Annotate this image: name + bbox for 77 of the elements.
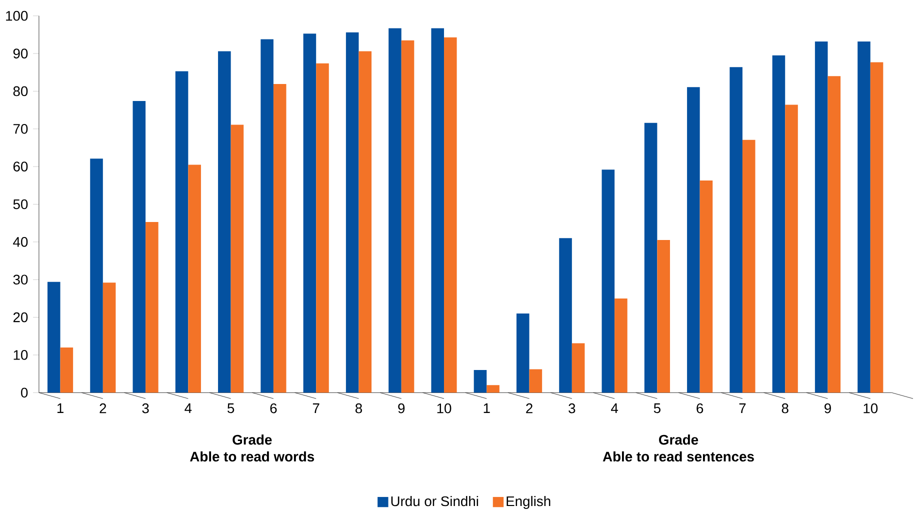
x-tick-label: 9 — [398, 404, 405, 414]
bar — [730, 67, 742, 393]
bar — [687, 87, 700, 393]
legend-label: English — [506, 496, 550, 510]
y-tick-label: 100 — [6, 11, 28, 21]
x-tick-label: 4 — [611, 404, 618, 414]
bar — [175, 71, 188, 393]
text: Grade — [659, 434, 698, 445]
bar — [303, 34, 316, 393]
x-tick-label: 6 — [270, 404, 277, 414]
y-tick-label: 20 — [13, 312, 28, 322]
x-tick-label: 6 — [696, 404, 704, 414]
bar — [529, 369, 542, 393]
y-tick-label: 30 — [13, 274, 28, 285]
x-tick-label: 1 — [57, 404, 64, 414]
bar — [102, 282, 116, 393]
bar — [516, 314, 530, 393]
bar — [474, 370, 487, 393]
x-tick-label: 3 — [142, 404, 149, 414]
x-tick-label: 8 — [355, 404, 362, 414]
bar — [828, 76, 841, 393]
bar — [388, 28, 402, 393]
x-tick-label: 7 — [312, 404, 320, 414]
bar — [559, 238, 572, 393]
bar — [858, 42, 870, 393]
bar — [90, 158, 103, 393]
y-tick-label: 0 — [21, 388, 28, 398]
x-tick-label: 2 — [526, 404, 532, 414]
bar — [431, 28, 444, 393]
bar — [486, 385, 500, 393]
bar — [644, 123, 658, 393]
bar — [188, 164, 201, 393]
x-tick-label: 9 — [824, 404, 831, 414]
text: Able to read words — [190, 452, 314, 462]
y-tick-label: 80 — [13, 86, 28, 96]
bar — [346, 32, 359, 393]
bar — [218, 51, 231, 393]
bar — [742, 140, 756, 393]
y-tick-label: 50 — [13, 200, 28, 210]
bar — [260, 39, 274, 393]
bar — [358, 51, 372, 393]
bar — [444, 38, 457, 393]
x-tick-label: 8 — [782, 404, 788, 414]
x-tick-label: 5 — [228, 404, 234, 414]
y-tick-label: 60 — [13, 162, 28, 172]
bar — [273, 84, 286, 393]
x-tick-label: 2 — [100, 404, 106, 414]
x-tick-label: 5 — [654, 404, 660, 414]
x-tick-label: 10 — [864, 404, 878, 414]
x-tick-label: 1 — [484, 404, 490, 414]
bar — [230, 124, 244, 393]
bar — [602, 170, 615, 393]
bar — [316, 64, 329, 393]
y-tick-label: 70 — [13, 124, 28, 134]
bar — [870, 62, 884, 393]
bar — [657, 240, 670, 393]
bar — [614, 298, 628, 393]
legend-label: Urdu or Sindhi — [391, 496, 478, 506]
y-tick-label: 90 — [13, 48, 28, 59]
bar — [785, 104, 798, 393]
x-tick-label: 4 — [184, 404, 192, 414]
x-tick-label: 3 — [568, 404, 576, 414]
bar — [772, 56, 786, 393]
bar — [146, 222, 158, 393]
bar — [47, 282, 60, 393]
y-tick-label: 10 — [14, 350, 28, 360]
y-tick-label: 40 — [13, 237, 28, 248]
text: Able to read sentences — [602, 452, 754, 462]
bar — [572, 343, 585, 393]
bar — [401, 40, 414, 393]
x-tick-label: 7 — [739, 404, 746, 414]
bar — [814, 42, 828, 393]
text: Grade — [232, 434, 272, 445]
bar — [132, 101, 146, 393]
x-tick-label: 10 — [437, 404, 452, 414]
bar — [700, 180, 713, 393]
bar — [60, 348, 74, 393]
